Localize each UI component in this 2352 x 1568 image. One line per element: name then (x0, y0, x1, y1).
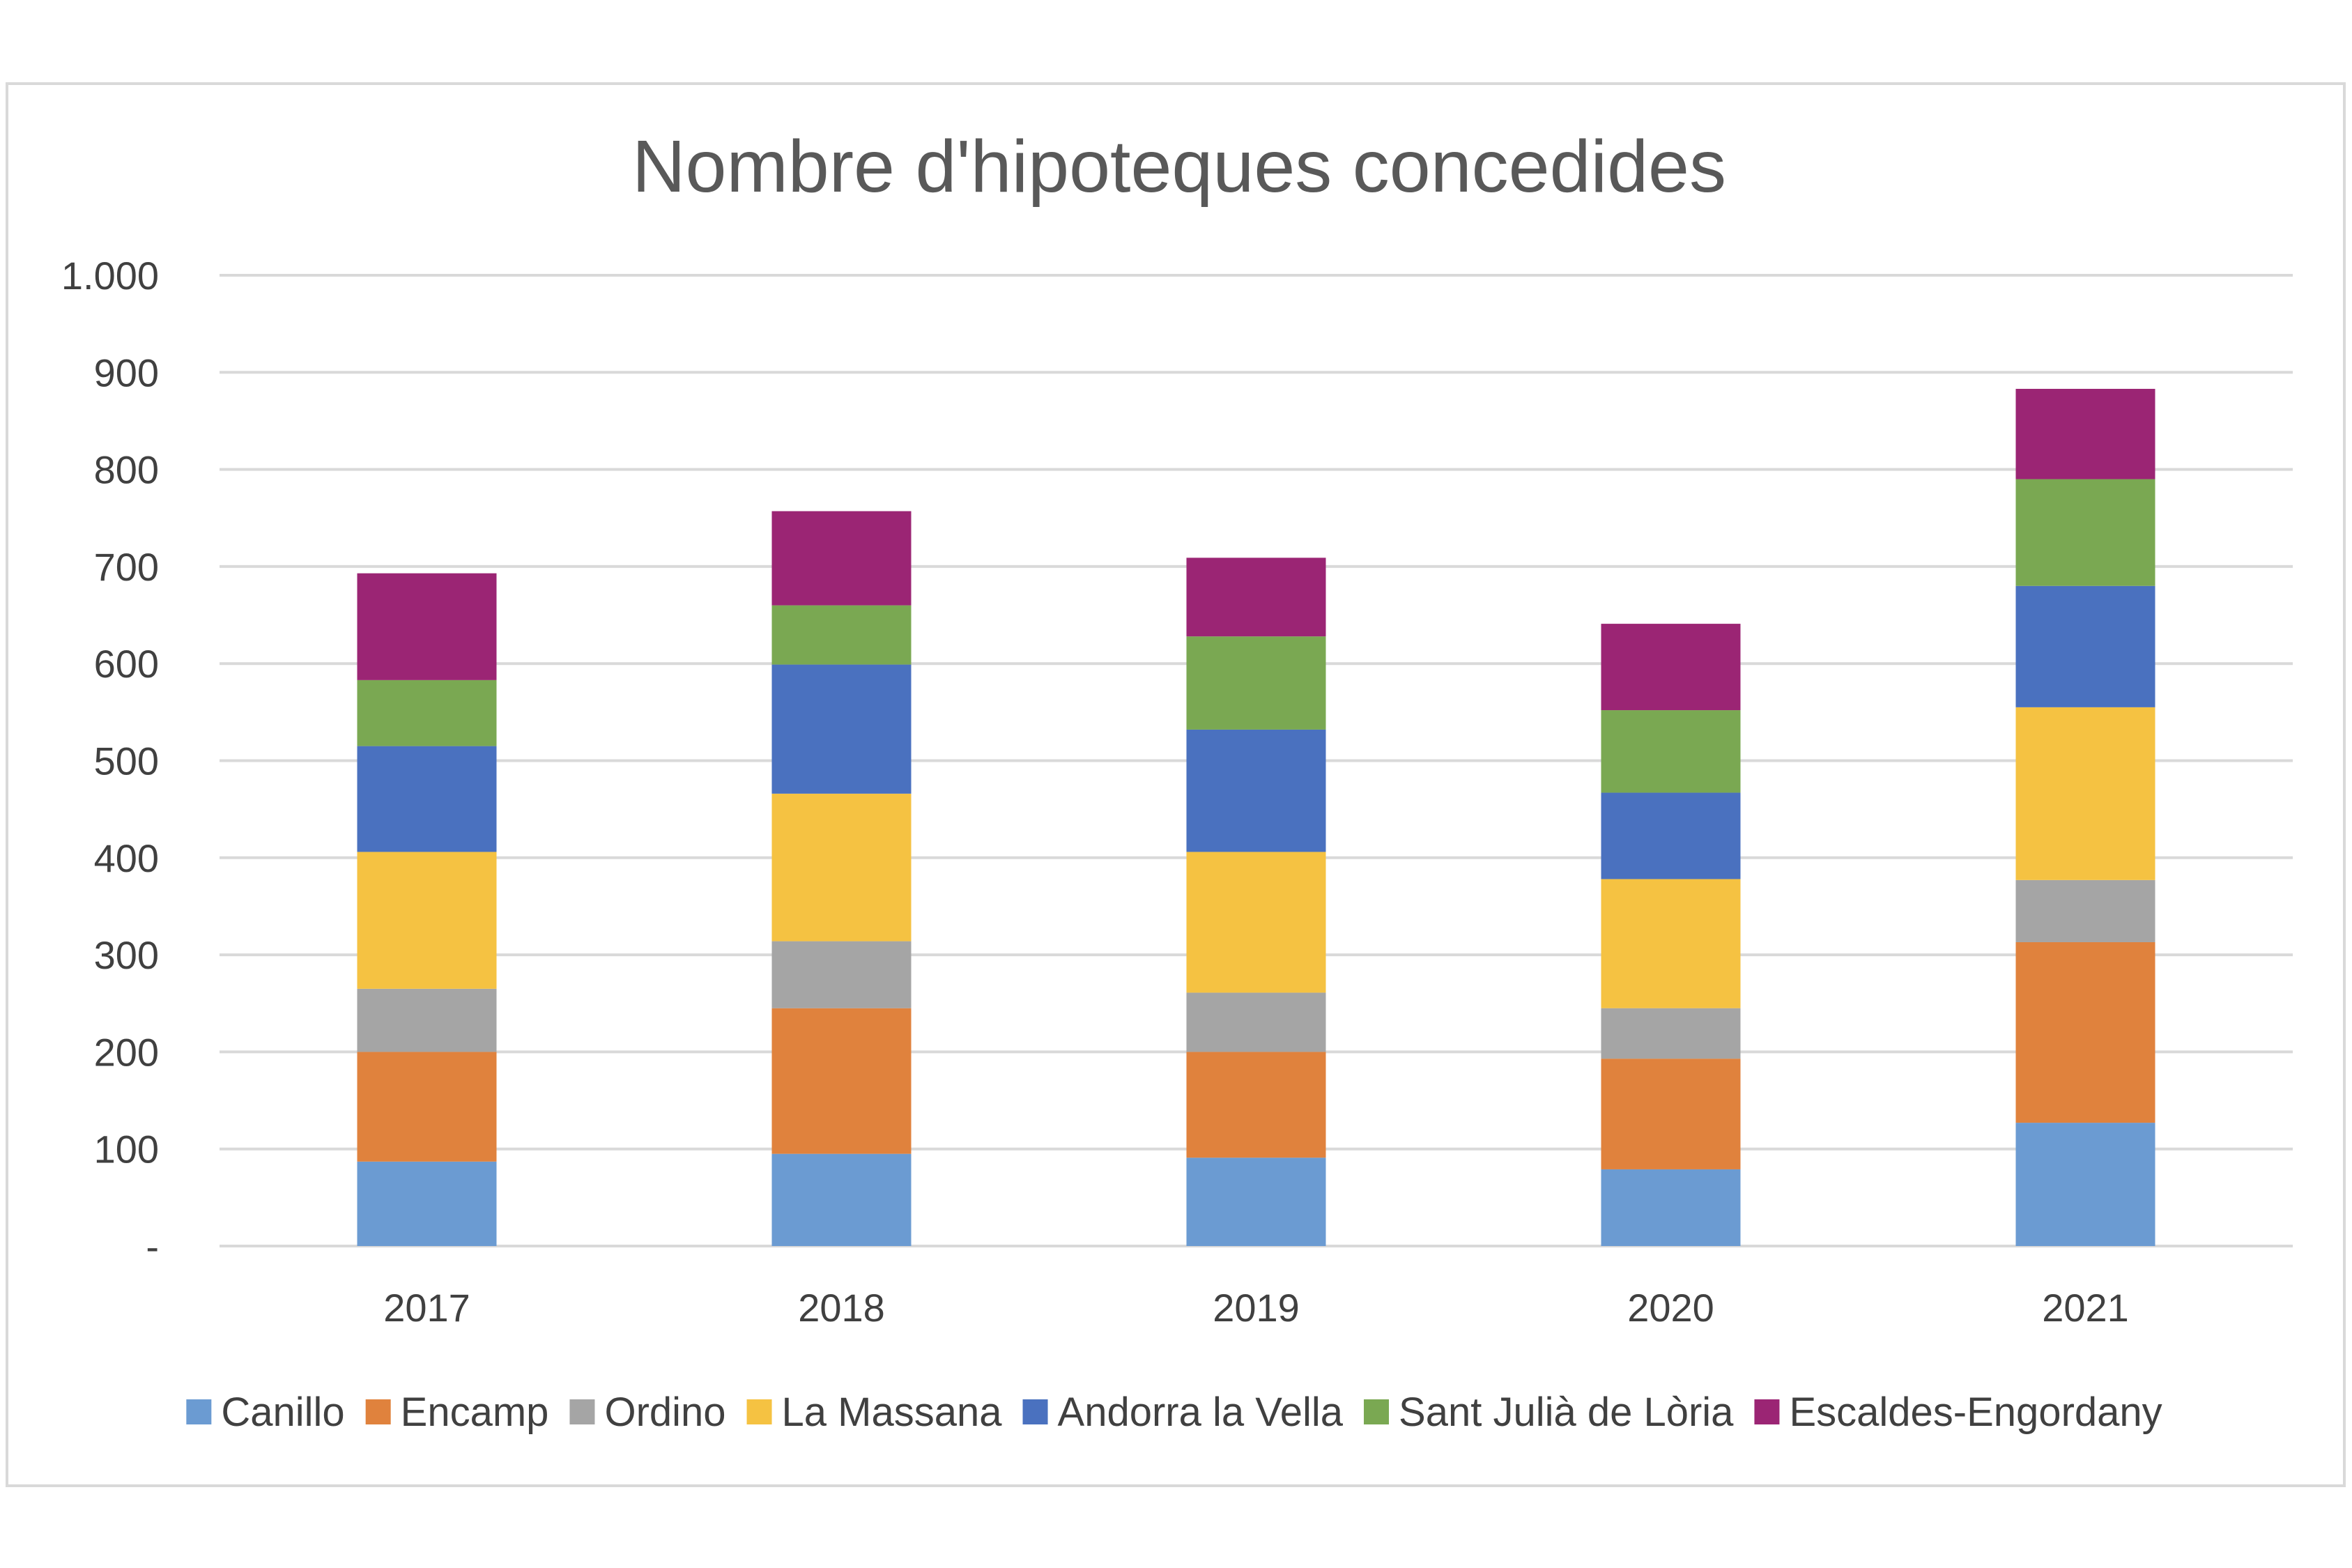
x-tick-label: 2020 (1627, 1286, 1714, 1330)
bar-segment (1186, 729, 1326, 852)
bar-segment (357, 1161, 497, 1246)
x-tick-label: 2021 (2042, 1286, 2129, 1330)
legend-item: Sant Julià de Lòria (1364, 1390, 1734, 1435)
bar-segment (1186, 992, 1326, 1052)
legend: Canillo Encamp Ordino La Massana Andorra la … (186, 1390, 2162, 1435)
x-tick-label: 2019 (1213, 1286, 1300, 1330)
legend-swatch (186, 1399, 212, 1424)
legend-item: Canillo (186, 1390, 345, 1435)
y-tick-label: 300 (94, 933, 159, 977)
legend-label: Encamp (401, 1390, 549, 1435)
bar-segment (2015, 707, 2155, 880)
bar-segment (2015, 879, 2155, 942)
bar-segment (1601, 710, 1741, 793)
bar-segment (771, 605, 912, 665)
legend-swatch (1022, 1399, 1048, 1424)
bar-segment (771, 1153, 912, 1246)
bar-segment (1186, 1052, 1326, 1158)
bar-segment (2015, 585, 2155, 707)
bar-segment (771, 664, 912, 794)
bar-segment (1601, 624, 1741, 711)
legend-swatch (365, 1399, 391, 1424)
bar-segment (771, 511, 912, 606)
y-axis: - 100 200 300 400 500 600 700 800 900 1.000 (61, 254, 159, 1268)
legend-item: Ordino (569, 1390, 726, 1435)
bar-segment (2015, 479, 2155, 586)
legend-item: Escaldes-Engordany (1754, 1390, 2162, 1435)
legend-swatch (746, 1399, 772, 1424)
x-tick-label: 2018 (798, 1286, 885, 1330)
bar-segment (1186, 636, 1326, 730)
bar-segment (357, 988, 497, 1052)
bar-segment (771, 793, 912, 941)
y-tick-label: 900 (94, 351, 159, 394)
bar-segment (1186, 1158, 1326, 1246)
bar-segment (1601, 1059, 1741, 1169)
legend-item: Encamp (365, 1390, 549, 1435)
x-tick-label: 2017 (383, 1286, 470, 1330)
bars (357, 388, 2155, 1246)
y-tick-label: 800 (94, 448, 159, 492)
legend-label: La Massana (782, 1390, 1003, 1435)
y-tick-label: 600 (94, 642, 159, 686)
legend-swatch (1364, 1399, 1390, 1424)
bar-segment (357, 746, 497, 852)
legend-item: Andorra la Vella (1022, 1390, 1344, 1435)
gridlines (220, 274, 2293, 1247)
legend-label: Andorra la Vella (1058, 1390, 1344, 1435)
y-tick-label: 200 (94, 1030, 159, 1074)
y-tick-label: - (146, 1224, 159, 1268)
legend-swatch (569, 1399, 595, 1424)
y-tick-label: 700 (94, 545, 159, 589)
bar-segment (2015, 1123, 2155, 1246)
bar-segment (1186, 558, 1326, 637)
legend-swatch (1754, 1399, 1780, 1424)
legend-label: Sant Julià de Lòria (1399, 1390, 1734, 1435)
bar-segment (357, 573, 497, 680)
bar-segment (1601, 792, 1741, 879)
bar-segment (1601, 879, 1741, 1008)
bar-segment (357, 1052, 497, 1162)
bar-segment (1186, 852, 1326, 993)
bar-segment (771, 1008, 912, 1154)
y-tick-label: 100 (94, 1128, 159, 1171)
y-tick-label: 400 (94, 836, 159, 880)
bar-segment (2015, 388, 2155, 479)
y-tick-label: 1.000 (61, 254, 159, 298)
bar-segment (771, 941, 912, 1008)
bar-segment (357, 679, 497, 746)
bar-segment (1601, 1169, 1741, 1246)
legend-label: Escaldes-Engordany (1789, 1390, 2162, 1435)
y-tick-label: 500 (94, 739, 159, 783)
bar-segment (1601, 1008, 1741, 1059)
legend-label: Ordino (604, 1390, 725, 1435)
chart-title: Nombre d'hipoteques concedides (632, 125, 1726, 208)
legend-item: La Massana (746, 1390, 1003, 1435)
legend-label: Canillo (221, 1390, 344, 1435)
x-axis: 2017 2018 2019 2020 2021 (383, 1286, 2129, 1330)
bar-segment (357, 852, 497, 989)
bar-segment (2015, 941, 2155, 1123)
